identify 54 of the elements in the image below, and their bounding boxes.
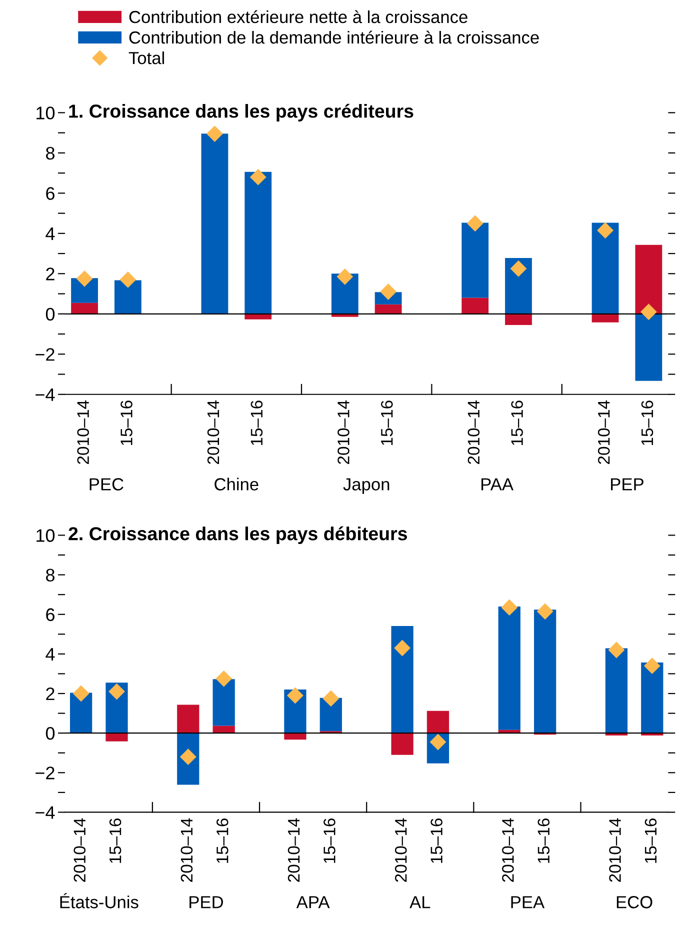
- y-tick-label: 4: [46, 648, 55, 660]
- text: APA: [296, 896, 330, 908]
- y-tick-label: 4: [46, 228, 55, 240]
- x-tick-label: 2010–14: [502, 818, 514, 882]
- y-tick-label: 10: [36, 106, 55, 120]
- x-tick-label: 2010–14: [394, 818, 407, 882]
- y-tick-label: 6: [46, 187, 54, 200]
- x-tick-label: 15–16: [216, 818, 228, 863]
- x-tick-label: 15–16: [109, 818, 122, 863]
- y-tick-label: 0: [46, 308, 55, 321]
- y-tick-label: −2: [36, 348, 54, 361]
- y-tick-label: 0: [46, 727, 55, 740]
- x-tick-label: 15–16: [538, 818, 550, 863]
- y-tick-label: 8: [46, 146, 54, 160]
- legend-label: Total: [128, 51, 164, 64]
- text: AL: [410, 896, 430, 908]
- text: PEC: [90, 478, 124, 490]
- legend-label: Contribution extérieure nette à la croissance: [129, 10, 468, 24]
- x-tick-label: 15–16: [380, 400, 393, 446]
- text: PED: [190, 896, 223, 908]
- text: États-Unis: [60, 893, 138, 908]
- x-tick-label: 2010–14: [288, 818, 300, 882]
- chart-title: 2. Croissance dans les pays débiteurs: [68, 526, 407, 544]
- text: PEP: [611, 478, 644, 490]
- y-tick-label: 10: [36, 529, 55, 542]
- x-tick-label: 2010–14: [180, 818, 193, 882]
- x-tick-label: 15–16: [430, 818, 442, 863]
- text: Chine: [214, 478, 258, 490]
- x-tick-label: 15–16: [120, 400, 132, 446]
- text: Japon: [343, 478, 390, 494]
- x-tick-label: 2010–14: [338, 400, 350, 464]
- x-tick-label: 2010–14: [598, 400, 610, 464]
- x-tick-label: 2010–14: [74, 818, 86, 882]
- y-tick-label: −4: [36, 806, 55, 819]
- x-tick-label: 2010–14: [468, 400, 480, 464]
- y-tick-label: −2: [36, 766, 54, 780]
- chart-title: 1. Croissance dans les pays créditeurs: [69, 104, 414, 122]
- text: PEA: [511, 896, 545, 908]
- text: ECO: [616, 896, 652, 908]
- x-tick-label: 2010–14: [77, 400, 89, 464]
- x-tick-label: 2010–14: [207, 400, 220, 464]
- y-tick-label: 6: [46, 608, 54, 622]
- y-tick-label: 8: [46, 568, 54, 582]
- x-tick-label: 2010–14: [609, 818, 621, 882]
- text: PAA: [481, 478, 514, 490]
- x-tick-label: 15–16: [644, 818, 657, 863]
- x-tick-label: 15–16: [641, 400, 654, 446]
- legend-label: Contribution de la demande intérieure à la croissance: [129, 30, 539, 44]
- y-tick-label: 2: [46, 687, 54, 700]
- y-tick-label: −4: [36, 388, 55, 401]
- x-tick-label: 15–16: [324, 818, 336, 863]
- x-tick-label: 15–16: [511, 400, 523, 446]
- x-tick-label: 15–16: [250, 400, 263, 446]
- y-tick-label: 2: [46, 268, 54, 280]
